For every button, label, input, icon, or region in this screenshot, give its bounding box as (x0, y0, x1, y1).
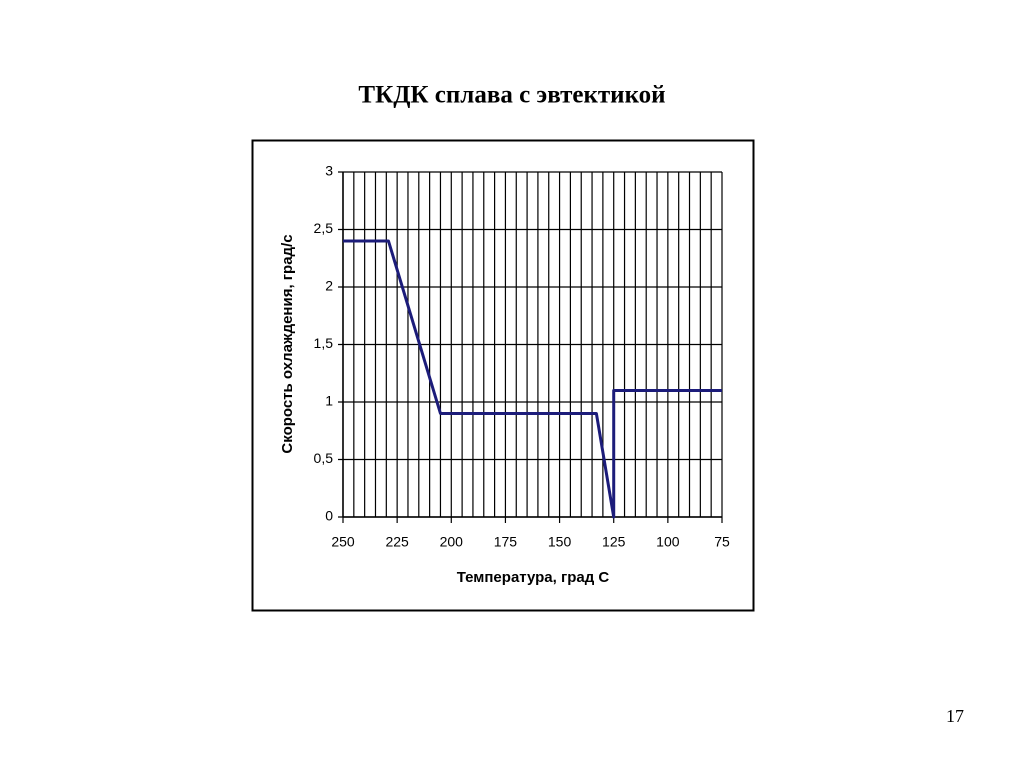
x-tick-label: 125 (602, 534, 626, 550)
data-line (343, 239, 722, 519)
y-tick-label: 0 (325, 508, 333, 524)
x-axis-label: Температура, град С (457, 569, 610, 586)
y-tick-label: 2 (325, 278, 333, 294)
y-tick-label: 2,5 (314, 220, 334, 236)
chart-frame (251, 139, 755, 612)
y-tick-label: 0,5 (314, 450, 334, 466)
x-tick-label: 175 (494, 534, 518, 550)
y-tick-label: 1,5 (314, 335, 334, 351)
x-tick-label: 150 (548, 534, 572, 550)
x-tick-label: 225 (385, 534, 409, 550)
x-tick-label: 75 (714, 534, 730, 550)
x-tick-label: 200 (440, 534, 464, 550)
y-tick-label: 1 (325, 393, 333, 409)
chart-title: ТКДК сплава с эвтектикой (358, 82, 665, 109)
x-tick-label: 100 (656, 534, 680, 550)
page-number: 17 (946, 706, 964, 726)
y-tick-label: 3 (325, 163, 333, 179)
y-axis-label: Скорость охлаждения, град/с (279, 234, 296, 453)
x-tick-label: 250 (331, 534, 355, 550)
